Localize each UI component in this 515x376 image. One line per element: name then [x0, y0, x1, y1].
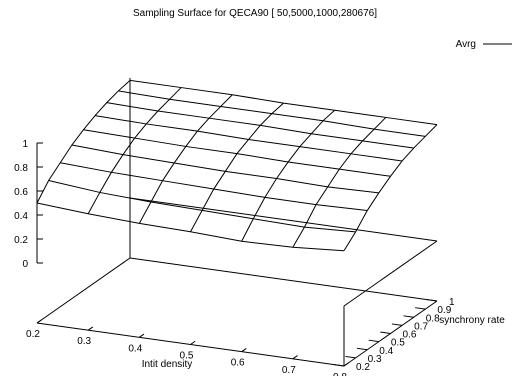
z-tick-label-0: 0 [22, 259, 28, 270]
legend-label-avrg: Avrg [456, 39, 476, 50]
y-axis-label: synchrony rate [439, 315, 505, 326]
y-tick-label-0.4: 0.4 [379, 346, 393, 357]
x-tick-label-0.6: 0.6 [231, 358, 245, 369]
y-tick-mark-0.9 [415, 307, 426, 310]
y-tick-label-0.8: 0.8 [426, 313, 440, 324]
y-tick-mark-0.2 [333, 364, 345, 367]
chart-title: Sampling Surface for QECA90 [ 50,5000,10… [133, 8, 377, 19]
surface-mesh [36, 79, 438, 252]
base-plane-back-edge [129, 197, 438, 242]
y-tick-label-0.3: 0.3 [368, 354, 382, 365]
axes-box [36, 78, 438, 367]
y-tick-mark-0.3 [345, 355, 356, 359]
y-tick-label-0.5: 0.5 [391, 338, 405, 349]
y-tick-mark-1 [426, 299, 438, 302]
z-tick-label-0.8: 0.8 [14, 163, 28, 174]
surface-line-x-0.6 [241, 109, 336, 242]
surface-line-x-0.4 [138, 94, 233, 224]
y-tick-mark-0.5 [368, 339, 379, 343]
x-tick-mark-0.8 [343, 362, 349, 367]
axis-ticks: 00.20.40.60.810.20.30.40.50.60.70.80.20.… [14, 139, 455, 376]
surface-line-x-0.7 [292, 117, 387, 248]
surface-line-x-0.5 [190, 102, 284, 232]
floor-edge-left [36, 257, 131, 324]
surface-line-y-1 [129, 79, 438, 126]
z-tick-label-0.2: 0.2 [14, 235, 28, 246]
x-tick-label-0.7: 0.7 [282, 365, 296, 376]
y-tick-mark-0.8 [403, 315, 414, 318]
floor-edge-back [129, 257, 438, 302]
surface-line-y-0.2 [36, 202, 345, 252]
surface-line-x-0.8 [343, 124, 438, 252]
surface-line-y-0.3 [48, 179, 356, 233]
x-tick-label-0.3: 0.3 [77, 336, 91, 347]
x-tick-mark-0.7 [292, 355, 298, 360]
x-axis-label: Intit density [142, 359, 193, 370]
x-tick-mark-0.3 [87, 326, 94, 331]
z-tick-label-0.4: 0.4 [14, 211, 28, 222]
y-tick-mark-0.4 [356, 347, 368, 351]
y-tick-label-0.9: 0.9 [437, 305, 451, 316]
y-tick-label-0.7: 0.7 [414, 321, 428, 332]
x-tick-label-0.2: 0.2 [26, 329, 40, 340]
z-tick-label-0.6: 0.6 [14, 187, 28, 198]
base-plane-right-edge [343, 240, 438, 307]
surface-line-x-0.2 [36, 80, 131, 204]
legend: Avrg [456, 39, 512, 50]
z-tick-label-1: 1 [22, 139, 28, 150]
x-tick-mark-0.5 [190, 340, 196, 345]
x-tick-mark-0.4 [139, 333, 145, 338]
x-tick-label-0.4: 0.4 [128, 343, 142, 354]
x-tick-label-0.5: 0.5 [180, 351, 194, 362]
y-tick-label-0.6: 0.6 [403, 330, 417, 341]
x-tick-mark-0.2 [36, 319, 42, 324]
surface-line-y-0.7 [95, 115, 403, 162]
y-tick-mark-0.7 [391, 323, 403, 326]
x-tick-mark-0.6 [241, 348, 247, 353]
x-tick-label-0.8: 0.8 [333, 372, 347, 376]
y-tick-label-1: 1 [449, 297, 455, 308]
y-tick-label-0.2: 0.2 [356, 362, 370, 373]
y-tick-mark-0.6 [380, 331, 391, 334]
surface-line-x-0.3 [87, 87, 182, 215]
